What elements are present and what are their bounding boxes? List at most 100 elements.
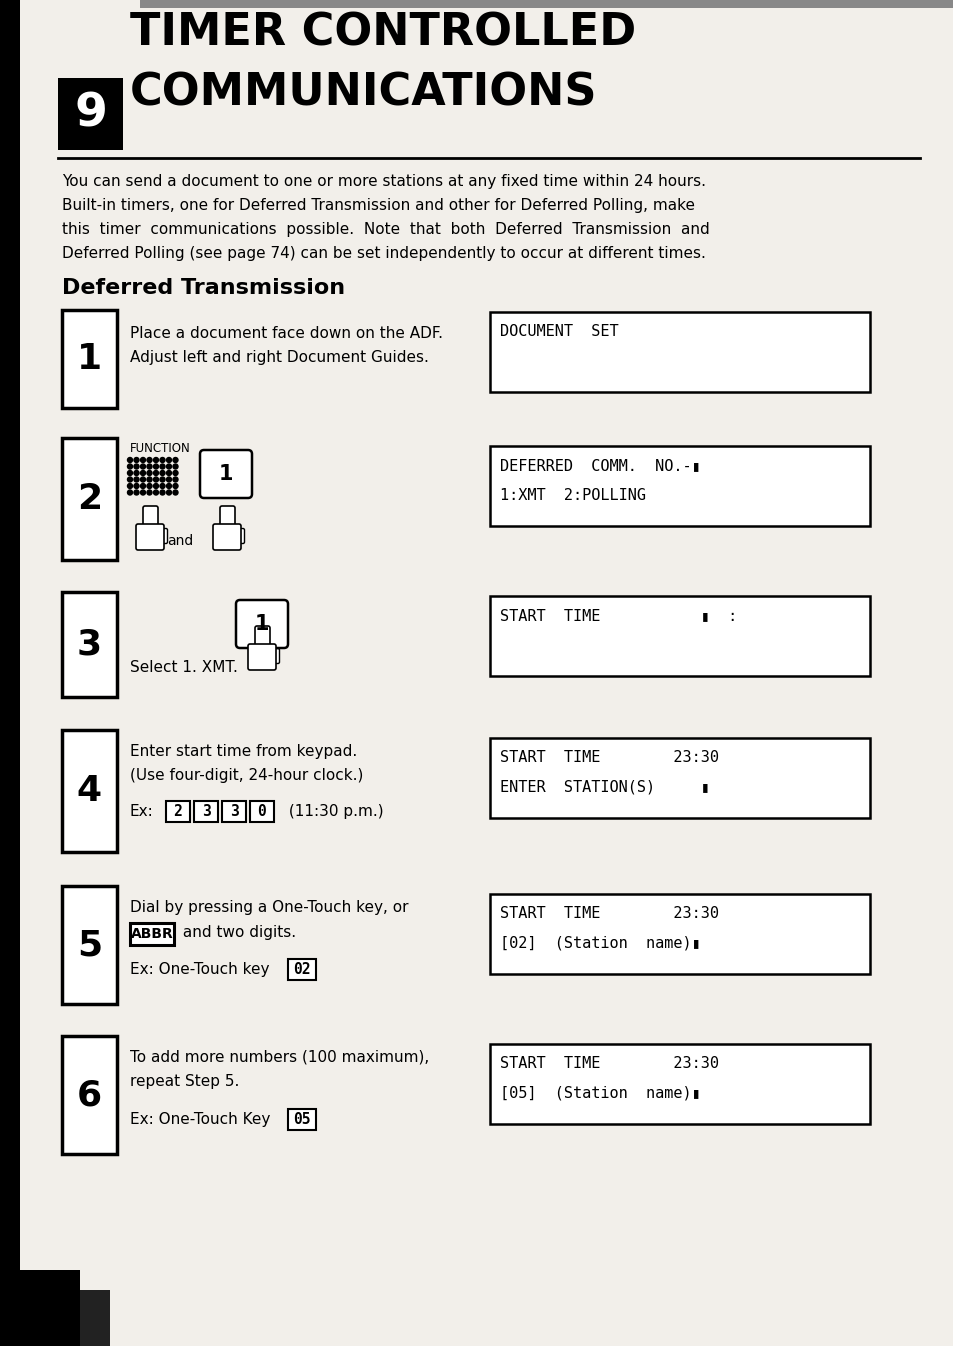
FancyBboxPatch shape — [156, 529, 168, 544]
Circle shape — [160, 476, 165, 482]
Circle shape — [160, 483, 165, 489]
Circle shape — [133, 490, 139, 495]
FancyBboxPatch shape — [268, 649, 279, 664]
FancyBboxPatch shape — [200, 450, 252, 498]
Text: Deferred Transmission: Deferred Transmission — [62, 279, 345, 297]
Text: DEFERRED  COMM.  NO.-▮: DEFERRED COMM. NO.-▮ — [499, 458, 700, 472]
Text: 5: 5 — [77, 927, 102, 962]
Text: Select 1. XMT.: Select 1. XMT. — [130, 660, 237, 674]
Text: 02: 02 — [293, 962, 311, 977]
Circle shape — [172, 458, 178, 463]
Text: START  TIME           ▮  :: START TIME ▮ : — [499, 608, 737, 623]
Circle shape — [140, 490, 146, 495]
Text: 1: 1 — [254, 614, 269, 634]
Bar — [288, 1109, 315, 1131]
Text: COMMUNICATIONS: COMMUNICATIONS — [130, 71, 597, 114]
Text: START  TIME        23:30: START TIME 23:30 — [499, 1057, 719, 1071]
Text: Enter start time from keypad.: Enter start time from keypad. — [130, 744, 356, 759]
Text: 1: 1 — [77, 342, 102, 376]
FancyBboxPatch shape — [254, 626, 270, 650]
Circle shape — [133, 458, 139, 463]
Text: FUNCTION: FUNCTION — [130, 441, 191, 455]
FancyBboxPatch shape — [248, 643, 275, 670]
Text: 4: 4 — [77, 774, 102, 808]
Circle shape — [140, 464, 146, 468]
Bar — [140, 0, 953, 8]
Text: Place a document face down on the ADF.: Place a document face down on the ADF. — [130, 326, 442, 341]
Text: 0: 0 — [257, 804, 266, 818]
Text: 3: 3 — [201, 804, 211, 818]
FancyBboxPatch shape — [213, 524, 241, 551]
Circle shape — [172, 476, 178, 482]
Text: START  TIME        23:30: START TIME 23:30 — [499, 750, 719, 765]
Text: this  timer  communications  possible.  Note  that  both  Deferred  Transmission: this timer communications possible. Note… — [62, 222, 709, 237]
FancyBboxPatch shape — [136, 524, 164, 551]
Bar — [166, 801, 190, 822]
Bar — [288, 958, 315, 980]
Text: and: and — [167, 534, 193, 548]
Circle shape — [160, 490, 165, 495]
Text: 1: 1 — [218, 464, 233, 485]
Bar — [193, 801, 218, 822]
Text: 3: 3 — [77, 627, 102, 661]
Bar — [490, 894, 869, 975]
Circle shape — [167, 490, 172, 495]
Text: repeat Step 5.: repeat Step 5. — [130, 1074, 239, 1089]
Bar — [62, 437, 117, 560]
Bar — [490, 738, 869, 818]
Bar — [62, 1036, 117, 1154]
FancyBboxPatch shape — [220, 506, 234, 530]
Circle shape — [128, 464, 132, 468]
Circle shape — [128, 490, 132, 495]
Circle shape — [147, 464, 152, 468]
Circle shape — [140, 471, 146, 475]
Text: Adjust left and right Document Guides.: Adjust left and right Document Guides. — [130, 350, 429, 365]
Text: Ex: One-Touch Key: Ex: One-Touch Key — [130, 1112, 275, 1127]
Circle shape — [172, 464, 178, 468]
Circle shape — [167, 458, 172, 463]
Circle shape — [153, 483, 158, 489]
Text: 1:XMT  2:POLLING: 1:XMT 2:POLLING — [499, 489, 645, 503]
Circle shape — [128, 483, 132, 489]
Circle shape — [172, 471, 178, 475]
Circle shape — [153, 458, 158, 463]
Text: Dial by pressing a One-Touch key, or: Dial by pressing a One-Touch key, or — [130, 900, 408, 915]
FancyBboxPatch shape — [235, 600, 288, 647]
Text: and two digits.: and two digits. — [178, 925, 295, 940]
Text: ABBR: ABBR — [131, 927, 173, 941]
Text: TIMER CONTROLLED: TIMER CONTROLLED — [130, 12, 636, 55]
Circle shape — [147, 471, 152, 475]
Bar — [62, 886, 117, 1004]
Text: (Use four-digit, 24-hour clock.): (Use four-digit, 24-hour clock.) — [130, 769, 363, 783]
Bar — [222, 801, 246, 822]
Bar — [490, 596, 869, 676]
Circle shape — [133, 464, 139, 468]
Text: 2: 2 — [77, 482, 102, 516]
Circle shape — [133, 483, 139, 489]
Circle shape — [153, 471, 158, 475]
Circle shape — [140, 476, 146, 482]
Text: Ex:: Ex: — [130, 804, 153, 818]
Bar — [250, 801, 274, 822]
Text: DOCUMENT  SET: DOCUMENT SET — [499, 324, 618, 339]
Circle shape — [172, 490, 178, 495]
Text: Deferred Polling (see page 74) can be set independently to occur at different ti: Deferred Polling (see page 74) can be se… — [62, 246, 705, 261]
Circle shape — [128, 471, 132, 475]
Circle shape — [128, 476, 132, 482]
Text: 05: 05 — [293, 1112, 311, 1127]
Circle shape — [153, 476, 158, 482]
Text: To add more numbers (100 maximum),: To add more numbers (100 maximum), — [130, 1050, 429, 1065]
FancyBboxPatch shape — [233, 529, 244, 544]
Circle shape — [167, 464, 172, 468]
Text: 6: 6 — [77, 1078, 102, 1112]
Text: You can send a document to one or more stations at any fixed time within 24 hour: You can send a document to one or more s… — [62, 174, 705, 188]
Circle shape — [133, 471, 139, 475]
FancyBboxPatch shape — [143, 506, 158, 530]
Bar — [130, 923, 173, 945]
Text: Ex: One-Touch key: Ex: One-Touch key — [130, 962, 274, 977]
Text: 3: 3 — [230, 804, 238, 818]
Text: ENTER  STATION(S)     ▮: ENTER STATION(S) ▮ — [499, 779, 709, 795]
Circle shape — [160, 458, 165, 463]
Circle shape — [128, 458, 132, 463]
Bar — [62, 592, 117, 697]
